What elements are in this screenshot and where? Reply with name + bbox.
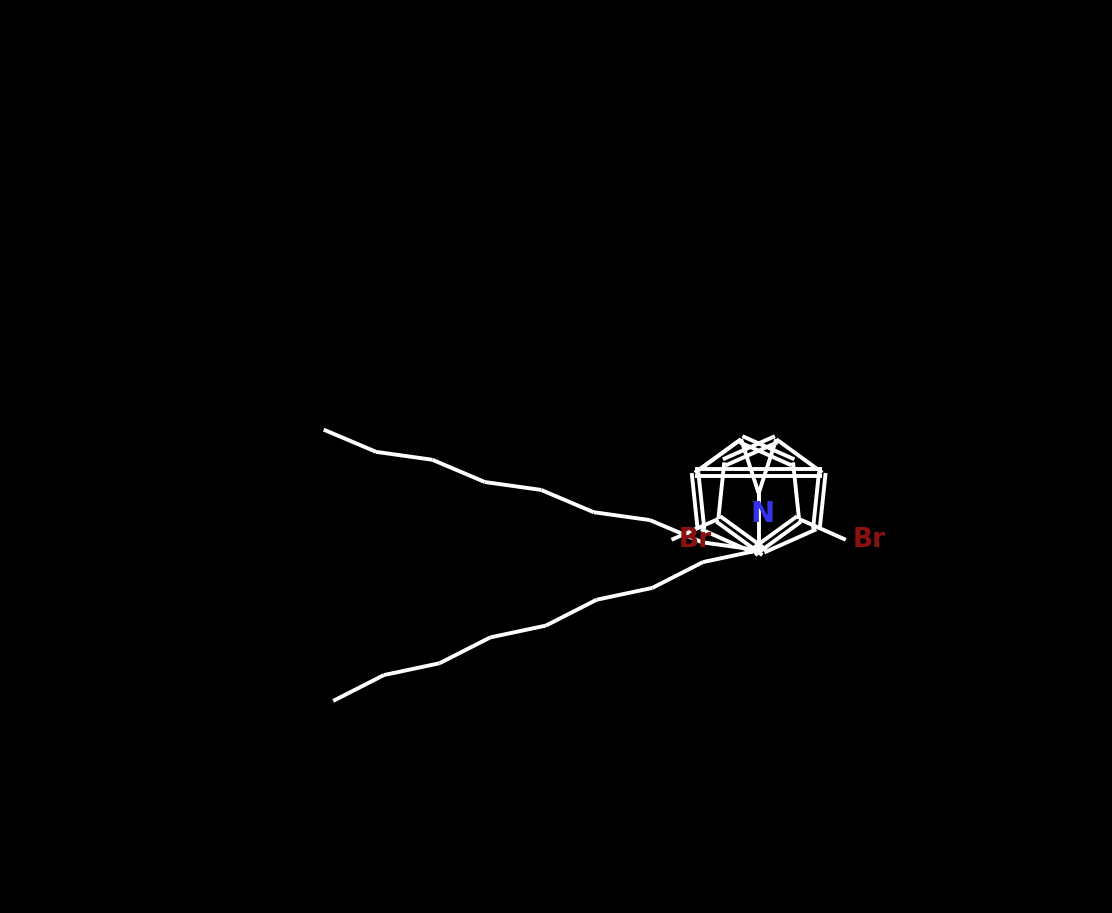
Text: N: N bbox=[749, 500, 774, 528]
Text: Br: Br bbox=[853, 527, 886, 552]
Text: Br: Br bbox=[678, 527, 712, 552]
